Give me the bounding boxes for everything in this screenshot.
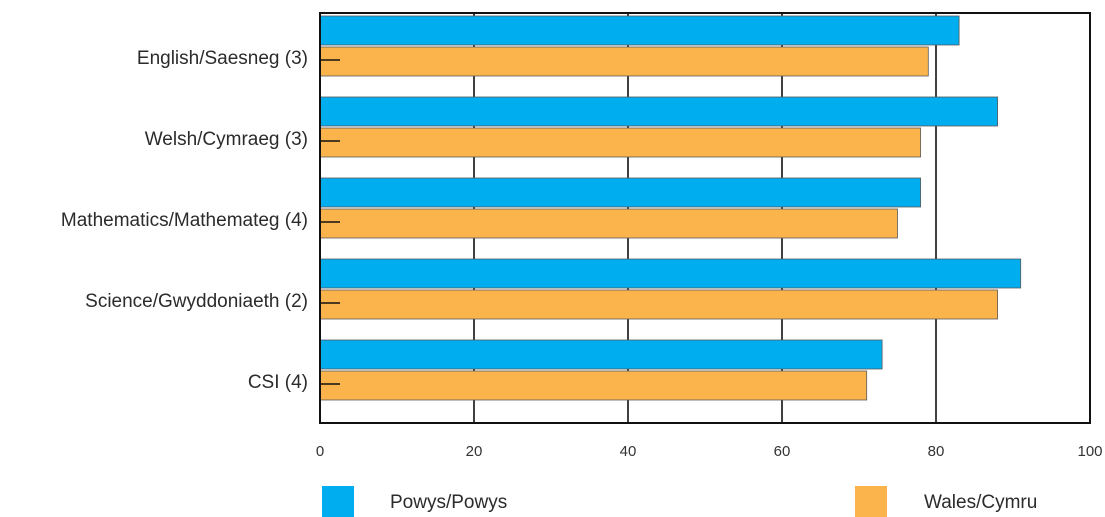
legend-swatch-wales [855,486,887,517]
category-labels: English/Saesneg (3) Welsh/Cymraeg (3) Math… [61,48,308,393]
category-label: Science/Gwyddoniaeth (2) [85,291,308,312]
bar-powys-3 [319,258,1022,289]
legend-swatch-powys [322,486,354,517]
x-tick-label: 0 [316,443,324,460]
x-tick-labels: 0 20 40 60 80 100 [316,443,1103,460]
bar-wales-2 [319,208,898,239]
category-label: CSI (4) [248,372,308,393]
bar-wales-4 [319,370,868,401]
legend: Powys/Powys Wales/Cymru [322,486,1037,517]
legend-label-wales: Wales/Cymru [924,492,1037,513]
x-tick-label: 100 [1077,443,1102,460]
bars [319,15,1022,401]
bar-wales-3 [319,289,998,320]
bar-powys-0 [319,15,960,46]
legend-label-powys: Powys/Powys [390,492,507,513]
bar-powys-1 [319,96,998,127]
bar-powys-4 [319,339,883,370]
x-tick-label: 40 [620,443,637,460]
bar-powys-2 [319,177,921,208]
bar-wales-1 [319,127,921,158]
x-tick-label: 60 [774,443,791,460]
bar-wales-0 [319,46,929,77]
plot-frame [319,12,1091,424]
category-label: English/Saesneg (3) [137,48,308,69]
category-label: Welsh/Cymraeg (3) [145,129,308,150]
x-tick-label: 80 [928,443,945,460]
category-label: Mathematics/Mathemateg (4) [61,210,308,231]
x-tick-label: 20 [466,443,483,460]
